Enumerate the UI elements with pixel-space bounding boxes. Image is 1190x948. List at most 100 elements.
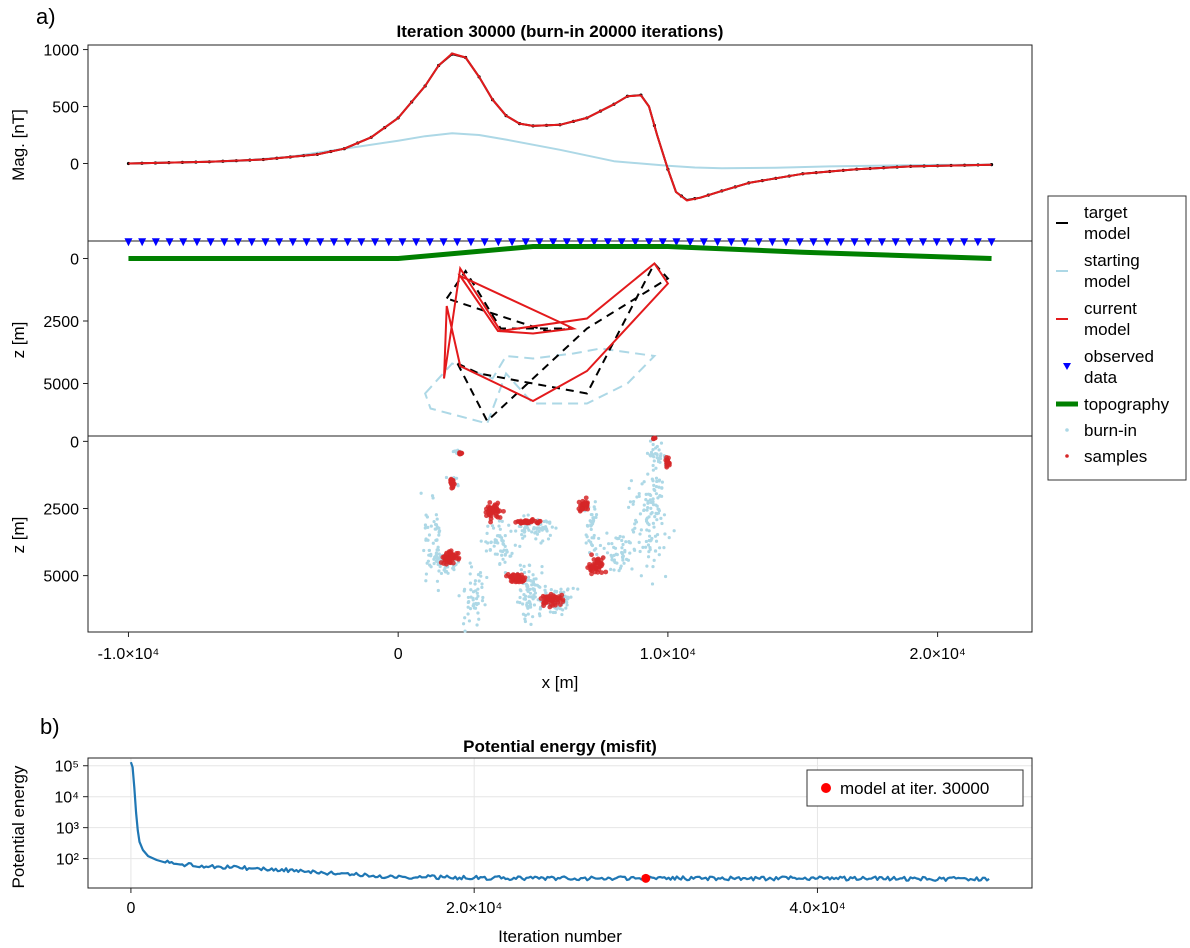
- burn-in-point: [654, 484, 659, 489]
- burn-in-point: [585, 535, 589, 539]
- observed-data-marker: [288, 238, 297, 247]
- burn-in-point: [526, 585, 530, 589]
- burn-in-point: [621, 535, 625, 539]
- burn-in-point: [648, 453, 652, 457]
- burn-in-point: [526, 526, 530, 530]
- burn-in-point: [451, 449, 455, 454]
- burn-in-point: [667, 536, 671, 540]
- sample-point: [515, 573, 521, 579]
- burn-in-point: [548, 610, 552, 614]
- legend-swatch-dot: [1065, 454, 1069, 458]
- burn-in-point: [644, 492, 648, 496]
- burn-in-point: [576, 587, 580, 591]
- sample-point: [541, 603, 546, 609]
- burn-in-point: [424, 537, 428, 541]
- burn-in-point: [434, 527, 438, 531]
- burn-in-point: [510, 551, 514, 555]
- burn-in-point: [647, 549, 651, 554]
- burn-in-point: [633, 548, 637, 552]
- burn-in-point: [657, 478, 662, 482]
- burn-in-point: [620, 546, 624, 550]
- burn-in-point: [537, 529, 541, 534]
- sample-point: [665, 462, 671, 467]
- burn-in-point: [651, 497, 655, 501]
- burn-in-point: [657, 507, 661, 511]
- observed-data-marker: [179, 238, 188, 247]
- burn-in-point: [631, 502, 635, 506]
- burn-in-point: [490, 524, 495, 528]
- burn-in-point: [501, 542, 505, 546]
- sample-point: [593, 566, 599, 572]
- energy-panel: 10² 10³ 10⁴ 10⁵ 0 2.0×10⁴ 4.0×10⁴: [54, 757, 1033, 917]
- observed-data-marker: [877, 238, 886, 247]
- burn-in-point: [423, 526, 427, 530]
- burn-in-point: [610, 558, 614, 562]
- burn-in-point: [613, 546, 618, 550]
- burn-in-point: [530, 530, 534, 534]
- burn-in-point: [491, 526, 496, 530]
- model-ytick-label: 5000: [43, 377, 79, 394]
- burn-in-point: [500, 519, 504, 524]
- observed-data-marker: [836, 238, 845, 247]
- burn-in-point: [655, 518, 659, 522]
- samples-xtick-label: 0: [394, 646, 403, 663]
- energy-panel-title: Potential energy (misfit): [463, 737, 657, 756]
- burn-in-point: [651, 521, 655, 525]
- burn-in-point: [655, 452, 659, 456]
- burn-in-point: [427, 548, 431, 553]
- burn-in-point: [426, 525, 430, 529]
- burn-in-point: [663, 532, 667, 536]
- sample-point: [501, 508, 506, 514]
- burn-in-point: [546, 537, 551, 541]
- observed-data-marker: [891, 238, 900, 247]
- observed-data-marker: [919, 238, 928, 247]
- burn-in-point: [548, 533, 552, 537]
- observed-data-marker: [645, 238, 654, 247]
- burn-in-point: [647, 523, 651, 527]
- legend-label-2-1: model: [1084, 320, 1130, 339]
- burn-in-point: [527, 588, 531, 592]
- magnetic-ylabel: Mag. [nT]: [9, 109, 28, 181]
- burn-in-point: [629, 479, 634, 483]
- energy-legend-marker: [821, 783, 831, 793]
- burn-in-point: [466, 595, 471, 600]
- sample-point: [581, 501, 587, 507]
- burn-in-point: [589, 512, 593, 517]
- burn-in-point: [419, 491, 423, 495]
- burn-in-point: [639, 528, 643, 532]
- burn-in-point: [637, 492, 641, 496]
- burn-in-point: [522, 564, 526, 568]
- burn-in-point: [469, 565, 474, 569]
- burn-in-point: [473, 582, 477, 586]
- sample-point: [449, 552, 454, 558]
- burn-in-point: [527, 563, 531, 567]
- burn-in-point: [484, 549, 488, 553]
- topography-line: [128, 244, 992, 261]
- magnetic-panel: 0 500 1000: [43, 43, 1033, 242]
- burn-in-point: [634, 520, 639, 524]
- burn-in-point: [627, 540, 631, 544]
- observed-data-marker: [617, 238, 626, 247]
- legend: target model starting model current model obse…: [1047, 195, 1187, 481]
- burn-in-point: [609, 567, 613, 572]
- target-model-polygon: [445, 269, 574, 333]
- burn-in-point: [654, 466, 658, 470]
- burn-in-point: [627, 486, 631, 490]
- burn-in-point: [480, 599, 485, 603]
- legend-label-4-0: topography: [1084, 395, 1170, 414]
- burn-in-point: [645, 508, 649, 512]
- sample-point: [488, 516, 494, 522]
- burn-in-point: [509, 554, 513, 558]
- burn-in-point: [437, 530, 441, 534]
- sample-point: [516, 578, 521, 584]
- burn-in-point: [631, 499, 636, 504]
- burn-in-point: [644, 545, 648, 549]
- burn-in-point: [468, 561, 472, 565]
- model-panel: 0 2500 5000: [43, 238, 1033, 437]
- burn-in-point: [431, 541, 435, 545]
- magnetic-ytick-label: 0: [70, 157, 79, 174]
- magnetic-series-current-model: [128, 52, 992, 202]
- observed-data-marker: [576, 238, 585, 247]
- legend-label-3-0: observed: [1084, 347, 1154, 366]
- model-frame: [87, 240, 1033, 437]
